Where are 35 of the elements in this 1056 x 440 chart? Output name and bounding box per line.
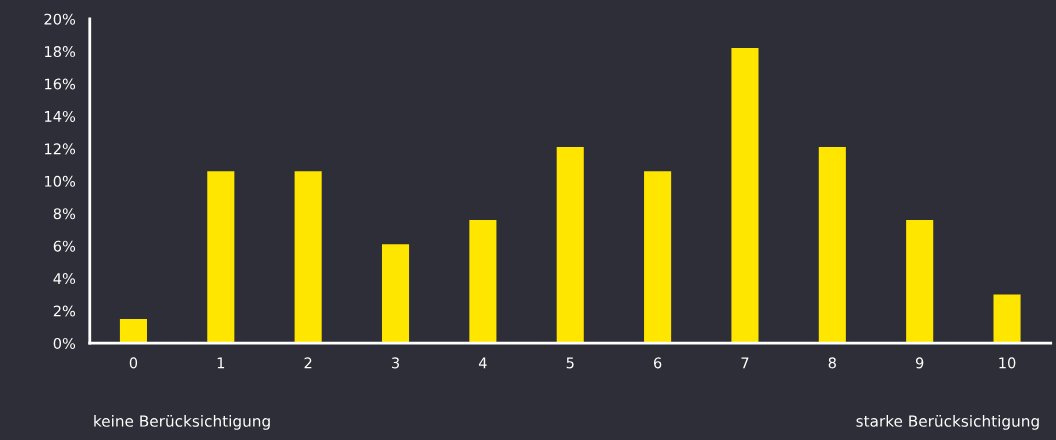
- bar: [731, 48, 759, 344]
- y-tick-label: 8%: [53, 208, 76, 220]
- y-tick-label: 18%: [45, 46, 76, 58]
- y-tick-label: 14%: [45, 110, 76, 122]
- x-tick-label: 6: [653, 357, 662, 369]
- bar: [381, 244, 410, 344]
- x-tick-label: 4: [478, 357, 487, 369]
- x-tick-label: 2: [304, 357, 312, 369]
- bar: [556, 147, 584, 344]
- y-tick-label: 10%: [45, 175, 76, 187]
- y-tick-label: 20%: [44, 13, 76, 25]
- bar: [644, 171, 672, 344]
- text: keine Berücksichtigung: [94, 415, 270, 430]
- x-tick-label: 9: [915, 357, 924, 369]
- x-tick-label: 3: [391, 357, 399, 369]
- bar: [119, 318, 147, 344]
- bar: [818, 147, 846, 344]
- y-tick-label: 4%: [53, 273, 76, 285]
- x-tick-label: 10: [999, 357, 1016, 369]
- x-tick-label: 5: [566, 357, 574, 369]
- y-tick-label: 0%: [53, 337, 76, 349]
- bar: [993, 294, 1021, 344]
- x-tick-label: 1: [217, 357, 225, 369]
- text: starke Berücksichtigung: [856, 415, 1039, 430]
- bar: [294, 171, 322, 344]
- bar: [906, 219, 934, 344]
- x-tick-label: 8: [828, 357, 836, 369]
- y-tick-label: 2%: [53, 305, 76, 317]
- x-tick-label: 7: [741, 357, 749, 369]
- y-tick-label: 16%: [45, 78, 76, 90]
- y-tick-label: 12%: [45, 143, 76, 155]
- y-tick-label: 6%: [53, 240, 76, 252]
- x-tick-label: 0: [129, 357, 138, 369]
- bar: [207, 171, 235, 344]
- bar: [469, 219, 497, 344]
